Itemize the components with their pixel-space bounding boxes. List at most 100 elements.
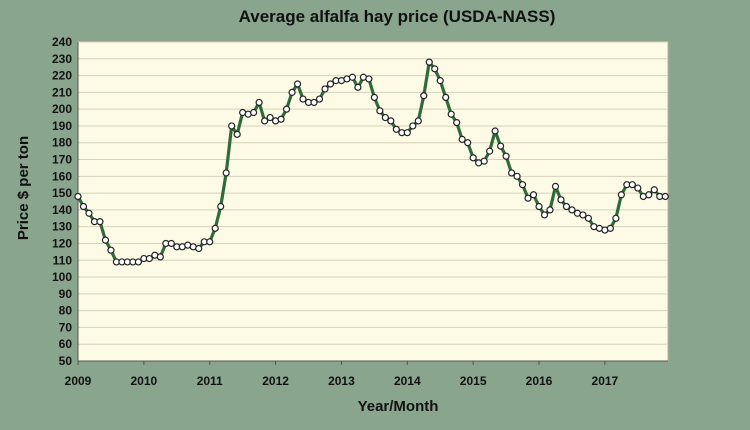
x-tick-label: 2017 [592, 374, 619, 388]
data-point [535, 202, 543, 211]
data-point [557, 196, 565, 204]
data-point [315, 95, 324, 103]
y-tick-label: 190 [52, 119, 72, 133]
y-tick-label: 160 [52, 169, 72, 183]
x-tick-label: 2011 [197, 374, 223, 388]
y-tick-label: 120 [52, 236, 72, 250]
x-tick-label: 2016 [526, 374, 553, 388]
data-point [634, 184, 642, 192]
y-tick-label: 110 [53, 253, 73, 267]
data-point [381, 113, 389, 122]
tick-labels: 50 60 70 80 90 100 110 120 130 140 150 160 170 180 190… [52, 35, 619, 388]
y-tick-label: 150 [52, 186, 72, 200]
data-point [436, 77, 444, 85]
data-point [321, 85, 329, 93]
data-point [217, 202, 225, 211]
data-point [310, 98, 318, 107]
data-point [134, 258, 142, 266]
x-tick-label: 2015 [460, 374, 487, 388]
data-point [282, 105, 291, 113]
data-point [206, 238, 214, 246]
data-point [261, 117, 269, 125]
data-point [326, 80, 335, 88]
y-tick-label: 60 [59, 337, 73, 351]
y-tick-label: 170 [52, 153, 72, 167]
x-tick-label: 2009 [65, 374, 92, 388]
data-point [348, 73, 357, 81]
data-point [96, 218, 104, 226]
data-point [211, 224, 219, 232]
data-point [540, 211, 549, 219]
y-tick-label: 80 [59, 304, 73, 318]
data-point [255, 98, 263, 107]
data-point [480, 157, 488, 165]
data-point [497, 142, 505, 150]
y-tick-label: 70 [59, 320, 73, 334]
data-point [222, 169, 230, 177]
data-point [365, 75, 373, 83]
data-point [354, 83, 362, 91]
series-layer [74, 58, 669, 266]
data-point [107, 246, 115, 254]
y-tick-label: 210 [52, 85, 72, 99]
data-point [403, 129, 411, 137]
data-point [228, 122, 236, 130]
data-point [277, 115, 285, 123]
data-point [414, 117, 422, 125]
data-point [156, 253, 164, 261]
y-tick-label: 240 [52, 35, 72, 49]
data-point [524, 194, 532, 202]
data-point [486, 147, 494, 155]
y-tick-label: 90 [59, 287, 73, 301]
data-point [617, 191, 625, 199]
data-point [409, 122, 417, 130]
data-point [458, 135, 466, 143]
axes [77, 42, 668, 365]
data-point [288, 88, 296, 96]
data-point [529, 191, 538, 199]
y-tick-label: 140 [52, 203, 72, 217]
data-point [551, 182, 560, 190]
y-tick-label: 200 [52, 102, 72, 116]
data-point [518, 181, 527, 189]
data-point [233, 130, 241, 138]
y-tick-label: 130 [52, 220, 72, 234]
data-point [502, 152, 510, 160]
x-tick-label: 2013 [328, 374, 355, 388]
data-point [562, 202, 571, 211]
data-point [370, 93, 378, 102]
data-point [85, 209, 93, 217]
y-tick-label: 220 [52, 69, 72, 83]
data-point [266, 113, 274, 122]
x-tick-label: 2014 [394, 374, 421, 388]
x-tick-label: 2010 [131, 374, 158, 388]
data-point [579, 211, 587, 219]
data-point [464, 139, 472, 147]
y-tick-label: 100 [52, 270, 72, 284]
data-point [392, 125, 400, 133]
data-point [299, 95, 307, 103]
x-axis-title: Year/Month [358, 398, 439, 415]
data-point [250, 108, 258, 117]
data-point [469, 154, 477, 162]
data-point [606, 224, 614, 232]
data-point [387, 117, 395, 125]
data-point [661, 192, 669, 201]
data-point [101, 236, 110, 244]
data-point [442, 93, 450, 102]
data-point [645, 191, 653, 199]
data-point [612, 214, 620, 222]
y-tick-label: 230 [52, 52, 72, 66]
data-point [507, 169, 516, 177]
data-point [584, 214, 593, 222]
data-point [79, 202, 88, 211]
data-point [167, 239, 175, 248]
data-point [376, 107, 384, 115]
data-point [513, 172, 521, 180]
data-point [453, 118, 461, 127]
data-point [293, 80, 302, 88]
data-point [628, 181, 636, 189]
data-point [447, 110, 455, 118]
